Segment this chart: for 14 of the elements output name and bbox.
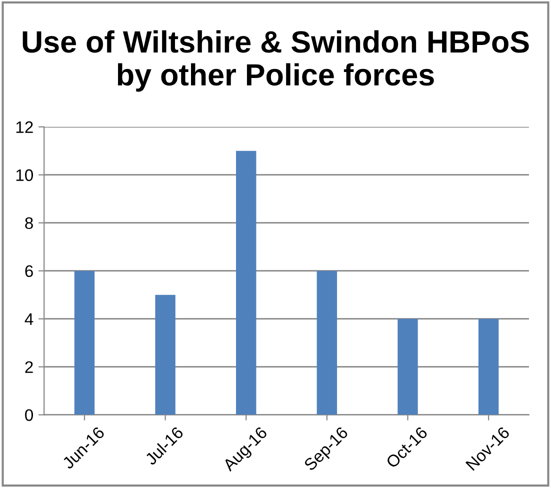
bar xyxy=(155,294,176,415)
y-tick-label: 0 xyxy=(25,409,34,422)
chart-title: Use of Wiltshire & Swindon HBPoS by other Police forces xyxy=(22,30,529,92)
bar xyxy=(236,150,256,415)
y-tick-label: 2 xyxy=(25,361,33,373)
bar xyxy=(74,270,95,415)
bar xyxy=(398,318,418,415)
bar xyxy=(316,270,338,415)
bar xyxy=(478,318,499,415)
y-tick-label: 12 xyxy=(16,121,33,133)
y-tick-label: 6 xyxy=(25,265,33,278)
y-tick-label: 4 xyxy=(24,313,34,325)
y-tick-label: 10 xyxy=(16,169,34,182)
y-tick-label: 8 xyxy=(25,217,33,230)
